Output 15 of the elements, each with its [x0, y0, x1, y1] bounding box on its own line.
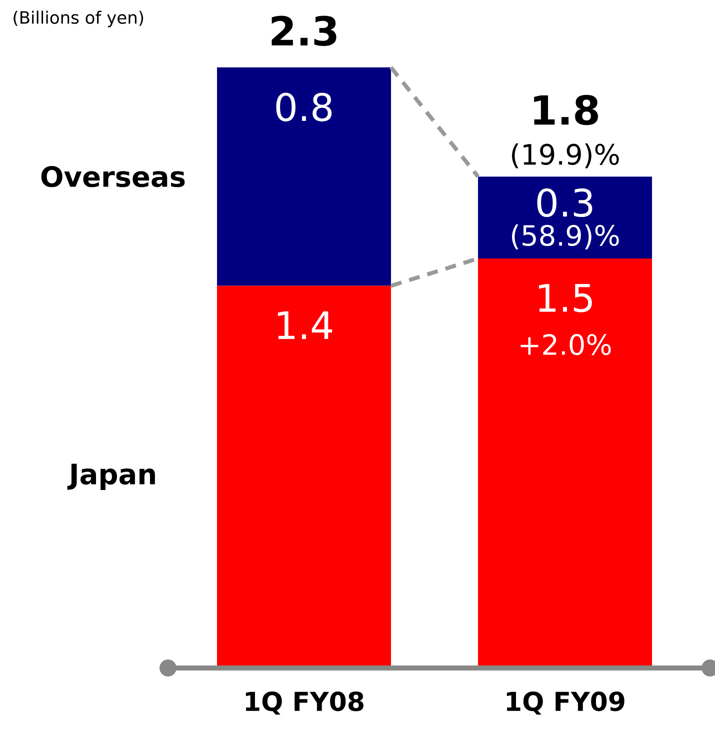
annotation: +2.0% [520, 334, 611, 356]
data-label: 0.8 [276, 92, 332, 122]
y-axis-title: (Billions of yen) [14, 10, 144, 28]
data-label: 0.3 [537, 188, 592, 218]
series-label: Overseas [41, 166, 185, 188]
bar [478, 176, 652, 258]
data-label: 1.4 [278, 311, 332, 340]
total-label: 2.3 [272, 16, 336, 46]
total-label: 1.8 [534, 94, 598, 126]
annotation: (19.9)% [512, 143, 619, 168]
x-tick-label: 1Q FY09 [506, 692, 624, 715]
annotation: (58.9)% [512, 224, 619, 250]
x-tick-label: 1Q FY08 [246, 692, 364, 715]
text: Japan [67, 464, 155, 490]
data-label: 1.5 [538, 284, 592, 312]
